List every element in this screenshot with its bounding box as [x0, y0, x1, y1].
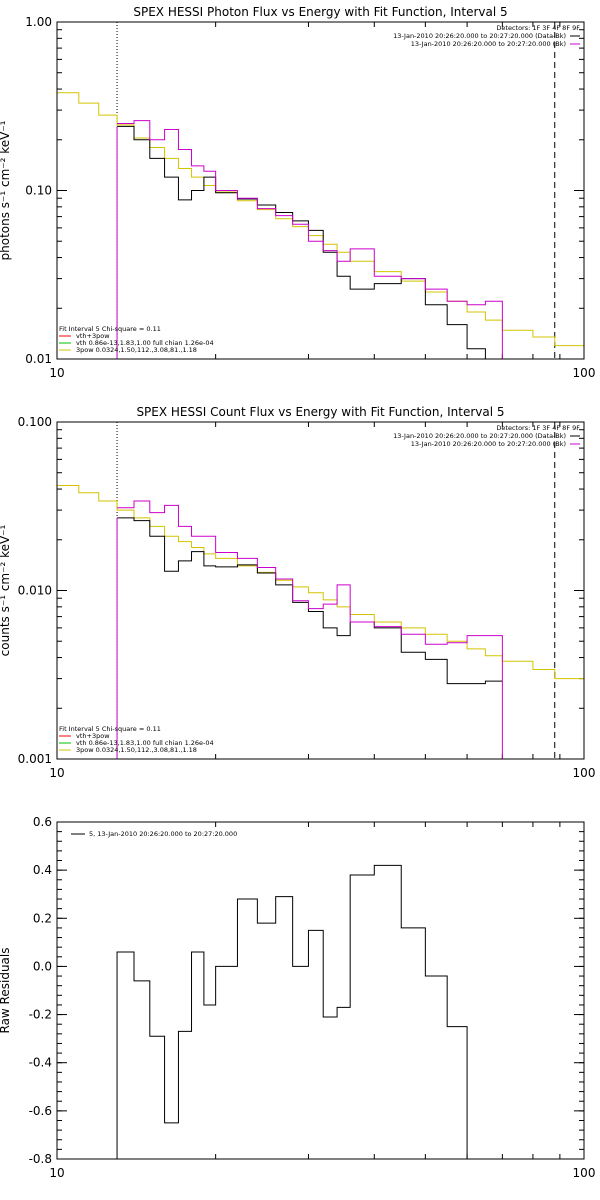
- chart-title: SPEX HESSI Photon Flux vs Energy with Fi…: [133, 5, 507, 19]
- y-tick-label: 0.0: [33, 959, 52, 973]
- chart-panel-2: SPEX HESSI Count Flux vs Energy with Fit…: [0, 405, 595, 780]
- series-line-2: [117, 517, 503, 685]
- y-axis-label: photons s⁻¹ cm⁻² keV⁻¹: [0, 120, 12, 260]
- x-tick-label: 10: [49, 366, 64, 380]
- legend-entry-text: 5, 13-Jan-2010 20:26:20.000 to 20:27:20.…: [89, 830, 237, 838]
- legend-fit-header: Fit Interval 5 Chi-square = 0.11: [59, 325, 161, 333]
- series-line-3: [117, 120, 503, 359]
- legend-entry-text: 3pow 0.0324,1.50,112.,3.08,81.,1.18: [76, 746, 197, 754]
- chart-panel-3: Raw Residuals 10 100 -0.8 -0.6 -0.4 -0.2 0.0 0.2…: [0, 815, 595, 1180]
- legend-entry-text: vth+3pow: [76, 332, 110, 340]
- x-tick-label: 10: [49, 1166, 64, 1180]
- chart-title: SPEX HESSI Count Flux vs Energy with Fit…: [136, 405, 504, 419]
- series-line-1: [57, 484, 584, 680]
- legend-entry-text: 13-Jan-2010 20:26:20.000 to 20:27:20.000…: [393, 32, 566, 40]
- legend-entry-text: vth 0.86e-13,1.83,1.00 full chian 1.26e-…: [76, 339, 214, 347]
- y-tick-label: 0.2: [33, 911, 52, 925]
- legend-entry-text: 3pow 0.0324,1.50,112.,3.08,81.,1.18: [76, 346, 197, 354]
- y-tick-label: 0.010: [18, 584, 52, 598]
- plot-frame: [56, 821, 585, 1160]
- x-tick-label: 100: [573, 766, 596, 780]
- y-tick-label: -0.4: [29, 1056, 52, 1070]
- x-tick-label: 100: [573, 1166, 596, 1180]
- y-tick-label: 0.4: [33, 863, 52, 877]
- legend-entry-text: 13-Jan-2010 20:26:20.000 to 20:27:20.000…: [411, 40, 566, 48]
- legend-detectors: Detectors: 1F 3F 4F 8F 9F: [496, 424, 580, 432]
- y-tick-label: -0.2: [29, 1008, 52, 1022]
- legend-fit-header: Fit Interval 5 Chi-square = 0.11: [59, 725, 161, 733]
- chart-panel-1: SPEX HESSI Photon Flux vs Energy with Fi…: [0, 5, 595, 380]
- y-tick-label: 0.001: [18, 752, 52, 766]
- legend-entry-text: vth 0.86e-13,1.83,1.00 full chian 1.26e-…: [76, 739, 214, 747]
- y-tick-label: -0.6: [29, 1104, 52, 1118]
- series-line-1: [116, 864, 468, 1159]
- legend-detectors: Detectors: 1F 3F 4F 8F 9F: [496, 24, 580, 32]
- series-line-1: [57, 92, 584, 347]
- y-tick-label: 0.100: [18, 415, 52, 429]
- legend-entry-text: 13-Jan-2010 20:26:20.000 to 20:27:20.000…: [411, 440, 566, 448]
- y-tick-label: 1.00: [25, 15, 52, 29]
- legend-entry-text: 13-Jan-2010 20:26:20.000 to 20:27:20.000…: [393, 432, 566, 440]
- y-axis-label: counts s⁻¹ cm⁻² keV⁻¹: [0, 524, 12, 656]
- series-line-2: [117, 125, 486, 359]
- y-axis-label: Raw Residuals: [0, 948, 12, 1034]
- y-tick-label: -0.8: [29, 1152, 52, 1166]
- plot-frame: [56, 421, 585, 760]
- series-line-3: [117, 500, 503, 759]
- y-tick-label: 0.01: [25, 352, 52, 366]
- y-tick-label: 0.10: [25, 184, 52, 198]
- x-tick-label: 10: [49, 766, 64, 780]
- legend-entry-text: vth+3pow: [76, 732, 110, 740]
- plot-frame: [56, 21, 585, 360]
- x-tick-label: 100: [573, 366, 596, 380]
- y-tick-label: 0.6: [33, 815, 52, 829]
